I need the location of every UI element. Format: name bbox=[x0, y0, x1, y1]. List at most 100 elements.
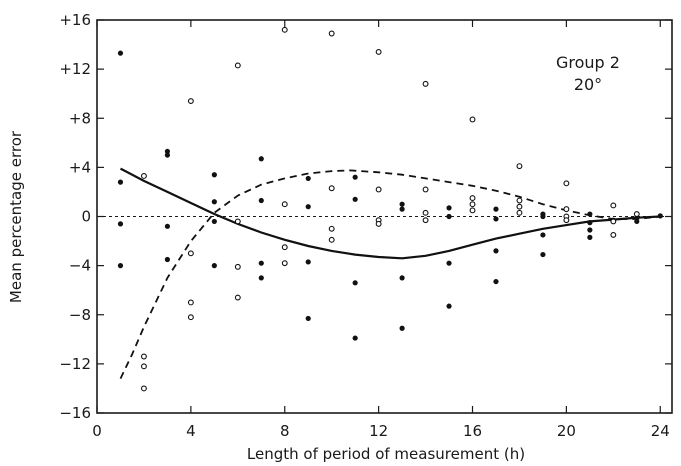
open-data-point bbox=[234, 218, 241, 225]
filled-data-point bbox=[258, 197, 264, 204]
open-data-point bbox=[140, 353, 147, 360]
filled-data-point bbox=[305, 315, 311, 322]
filled-data-point bbox=[657, 213, 663, 219]
filled-data-point bbox=[446, 260, 452, 266]
open-data-point bbox=[187, 98, 194, 105]
filled-data-point bbox=[117, 179, 124, 185]
open-data-point bbox=[516, 209, 523, 216]
filled-data-point bbox=[117, 263, 124, 269]
open-data-point bbox=[234, 294, 241, 301]
filled-data-point bbox=[540, 232, 546, 238]
filled-data-point bbox=[540, 251, 546, 258]
open-data-point bbox=[281, 244, 288, 251]
filled-data-point bbox=[352, 174, 358, 180]
filled-data-point bbox=[305, 175, 311, 182]
open-data-point bbox=[234, 263, 241, 270]
filled-data-point bbox=[587, 211, 593, 217]
y-axis-title: Mean percentage error bbox=[7, 130, 25, 303]
open-data-point bbox=[375, 186, 382, 193]
y-tick-label: 0 bbox=[81, 208, 91, 226]
filled-data-point bbox=[117, 50, 124, 56]
x-tick-label: 24 bbox=[651, 422, 670, 440]
filled-data-point bbox=[211, 263, 217, 269]
filled-data-point bbox=[446, 303, 452, 309]
open-data-point bbox=[516, 163, 523, 170]
filled-data-point bbox=[117, 221, 124, 227]
y-tick-label: −8 bbox=[69, 306, 91, 324]
x-axis-title: Length of period of measurement (h) bbox=[247, 445, 525, 463]
filled-data-point bbox=[587, 227, 593, 233]
filled-data-point bbox=[211, 199, 217, 205]
filled-data-point bbox=[352, 335, 358, 341]
filled-data-point bbox=[211, 218, 217, 225]
x-tick-label: 4 bbox=[186, 422, 196, 440]
open-data-point bbox=[469, 116, 476, 123]
filled-data-point bbox=[305, 259, 311, 265]
y-tick-label: −12 bbox=[59, 355, 91, 373]
filled-data-point bbox=[587, 234, 593, 240]
annotation-temperature-label: 20° bbox=[574, 75, 602, 94]
open-data-point bbox=[563, 180, 570, 187]
filled-data-point bbox=[493, 206, 499, 212]
open-data-point bbox=[375, 220, 382, 227]
y-tick-label: −4 bbox=[69, 257, 91, 275]
filled-data-point bbox=[446, 205, 452, 211]
open-data-point bbox=[516, 203, 523, 210]
x-tick-label: 8 bbox=[280, 422, 290, 440]
y-tick-label: −16 bbox=[59, 404, 91, 422]
open-data-point bbox=[281, 201, 288, 208]
plot-layer bbox=[96, 19, 673, 414]
open-data-point bbox=[516, 197, 523, 204]
filled-data-point bbox=[164, 256, 171, 263]
filled-data-point bbox=[305, 204, 311, 210]
filled-data-point bbox=[258, 260, 264, 266]
y-tick-label: +4 bbox=[69, 158, 91, 176]
y-tick-label: +12 bbox=[59, 60, 91, 78]
filled-data-point bbox=[587, 220, 593, 226]
open-data-point bbox=[140, 385, 147, 392]
solid-fit-curve bbox=[119, 167, 661, 260]
x-tick-label: 16 bbox=[463, 422, 482, 440]
filled-data-point bbox=[164, 223, 171, 229]
open-data-point bbox=[328, 185, 335, 192]
filled-data-point bbox=[352, 280, 358, 286]
filled-data-point bbox=[258, 275, 264, 281]
filled-data-point bbox=[399, 275, 405, 281]
y-tick-label: +16 bbox=[59, 11, 91, 29]
filled-data-point bbox=[399, 206, 405, 212]
open-data-point bbox=[563, 217, 570, 224]
open-data-point bbox=[140, 363, 147, 370]
filled-data-point bbox=[164, 152, 171, 158]
open-data-point bbox=[469, 195, 476, 202]
open-data-point bbox=[187, 250, 194, 257]
x-tick-label: 0 bbox=[92, 422, 102, 440]
open-data-point bbox=[610, 202, 617, 209]
filled-data-point bbox=[493, 248, 499, 254]
open-data-point bbox=[140, 173, 147, 179]
y-tick-label: +8 bbox=[69, 109, 91, 127]
filled-data-point bbox=[211, 172, 217, 178]
filled-data-point bbox=[634, 218, 640, 225]
open-data-point bbox=[234, 62, 241, 69]
filled-data-point bbox=[258, 156, 264, 162]
open-data-point bbox=[422, 209, 429, 216]
filled-data-point bbox=[493, 278, 499, 285]
x-tick-label: 20 bbox=[557, 422, 576, 440]
open-data-point bbox=[281, 260, 288, 267]
x-tick-label: 12 bbox=[369, 422, 388, 440]
filled-data-point bbox=[399, 325, 405, 331]
open-data-point bbox=[422, 80, 429, 87]
dashed-fit-curve bbox=[119, 169, 661, 379]
filled-data-point bbox=[446, 213, 452, 220]
filled-data-point bbox=[540, 213, 546, 220]
filled-data-point bbox=[352, 196, 358, 202]
open-data-point bbox=[422, 186, 429, 193]
open-data-point bbox=[563, 206, 570, 213]
open-data-point bbox=[422, 217, 429, 224]
open-data-point bbox=[610, 231, 617, 238]
tick-layer: 0 4 8 12 16 20 24 +16 +12 +8 +4 0 −4 −8 −12 −16 bbox=[59, 11, 672, 440]
open-data-point bbox=[328, 236, 335, 243]
open-data-point bbox=[610, 218, 617, 225]
filled-data-point bbox=[164, 148, 171, 155]
